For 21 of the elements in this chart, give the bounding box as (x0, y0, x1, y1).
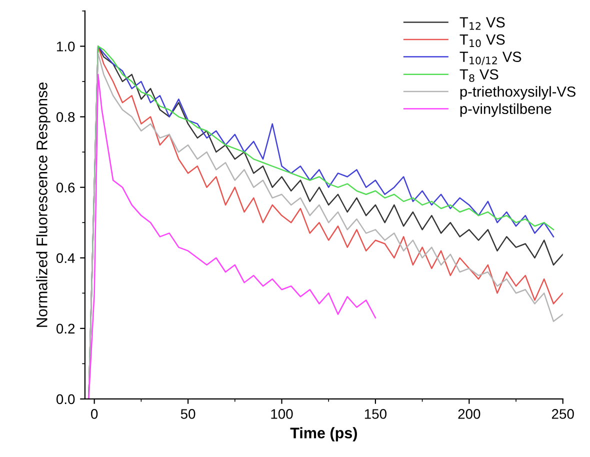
x-tick-label: 150 (364, 409, 386, 419)
legend-label: T$_{10/12}$ VS (460, 52, 522, 66)
y-tick-label: 1.0 (56, 42, 75, 52)
legend-label: T$_{8}$ VS (460, 69, 498, 82)
y-tick-label: 0.0 (56, 394, 75, 404)
x-tick-label: 250 (552, 409, 574, 419)
y-tick-label: 0.4 (56, 253, 75, 264)
y-axis-title: Normalized Fluorescence Response (36, 82, 50, 327)
legend-label: p-vinylstilbene (460, 103, 552, 117)
line-series (88, 74, 376, 399)
x-tick-label: 0 (91, 409, 98, 419)
y-tick-label: 0.2 (56, 324, 75, 334)
legend-label: T$_{12}$ VS (460, 17, 505, 30)
y-tick-label: 0.8 (56, 112, 75, 122)
y-tick-label: 0.6 (56, 182, 75, 192)
x-tick-label: 50 (180, 409, 196, 419)
x-axis-title: Time (ps) (290, 427, 357, 442)
legend-label: T$_{10}$ VS (460, 34, 505, 48)
x-tick-label: 200 (458, 409, 480, 419)
legend-label: p-triethoxysilyl-VS (460, 86, 576, 100)
x-tick-label: 100 (271, 409, 293, 419)
